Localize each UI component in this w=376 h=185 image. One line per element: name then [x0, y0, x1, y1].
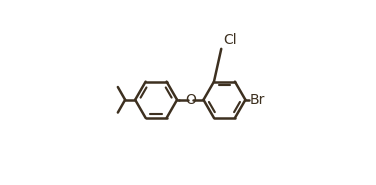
Text: Br: Br	[250, 93, 265, 107]
Text: Cl: Cl	[223, 33, 237, 47]
Text: O: O	[185, 93, 196, 107]
